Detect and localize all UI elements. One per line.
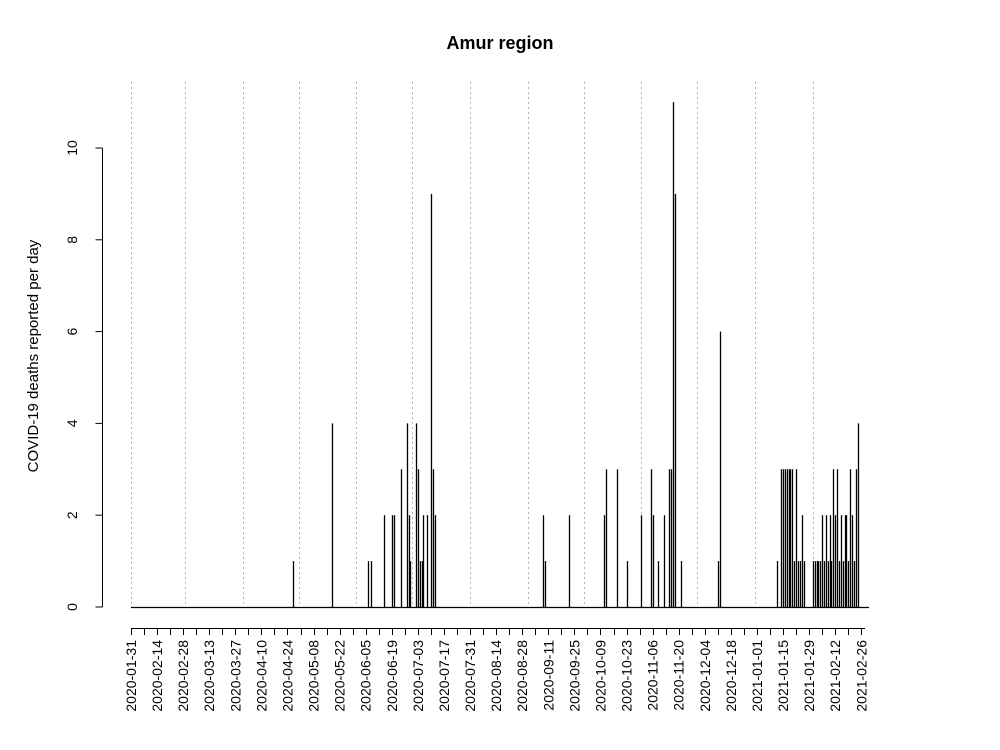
x-tick-label: 2021-02-12 [827,640,843,712]
y-axis: 0 2 4 6 8 10 [64,140,103,611]
x-tick-label: 2020-07-03 [410,640,426,712]
x-tick-label: 2020-11-06 [645,640,661,711]
x-tick-label: 2021-02-26 [853,640,869,712]
x-tick-label: 2020-06-19 [384,640,400,712]
x-tick-label: 2020-03-13 [201,640,217,712]
x-tick-label: 2020-02-28 [175,640,191,712]
y-axis-title: COVID-19 deaths reported per day [25,239,42,472]
x-tick-label: 2020-11-20 [671,640,687,711]
x-tick-label: 2020-05-22 [332,640,348,712]
x-tick-label: 2020-01-31 [123,640,139,712]
y-tick-label: 8 [64,236,80,244]
y-tick-label: 4 [64,419,80,427]
chart-title: Amur region [446,33,553,53]
x-axis: 2020-01-31 2020-02-14 2020-02-28 2020-03-13… [123,628,869,712]
x-tick-label: 2020-03-27 [227,640,243,712]
x-tick-label: 2020-06-05 [358,640,374,712]
x-tick-label: 2020-05-08 [306,640,322,712]
x-tick-label: 2020-10-09 [592,640,608,712]
x-tick-label: 2020-10-23 [619,640,635,712]
x-tick-label: 2020-09-11 [540,640,556,711]
y-tick-label: 6 [64,327,80,335]
x-tick-label: 2020-08-14 [488,640,504,712]
x-tick-label: 2020-09-25 [566,640,582,712]
x-tick-label: 2020-04-24 [279,640,295,712]
y-tick-label: 0 [64,603,80,611]
x-tick-label: 2020-02-14 [149,640,165,712]
x-tick-label: 2020-04-10 [253,640,269,712]
bars [292,102,860,607]
gridlines [131,82,814,607]
x-tick-label: 2020-12-18 [723,640,739,712]
x-tick-label: 2020-12-04 [697,640,713,712]
y-tick-label: 10 [64,140,80,156]
x-tick-label: 2021-01-01 [749,640,765,712]
x-tick-label: 2021-01-29 [801,640,817,712]
x-tick-label: 2021-01-15 [775,640,791,712]
y-tick-label: 2 [64,511,80,519]
x-tick-label: 2020-07-31 [462,640,478,712]
x-tick-label: 2020-08-28 [514,640,530,712]
x-tick-label: 2020-07-17 [436,640,452,712]
